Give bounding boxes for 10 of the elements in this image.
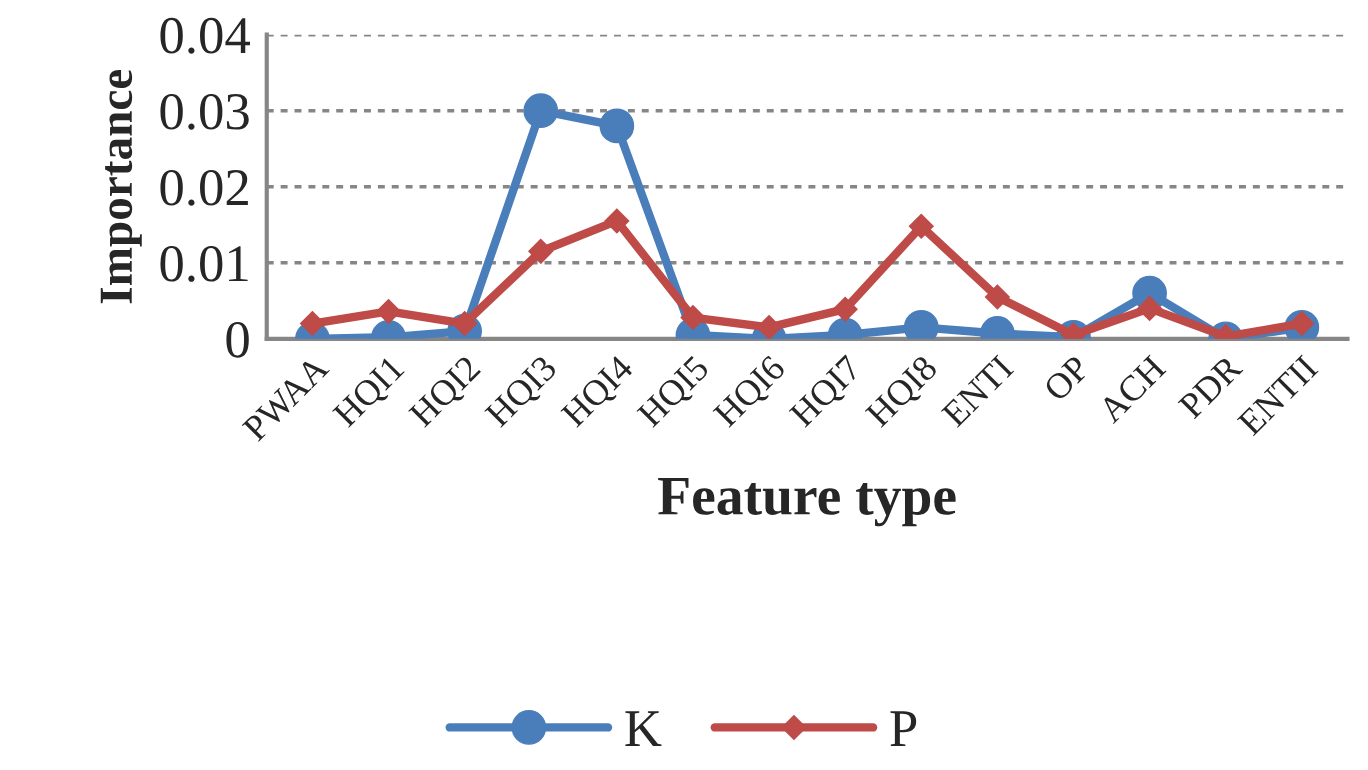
y-tick-label: 0.02: [160, 169, 248, 206]
x-axis-title: Feature type: [658, 477, 956, 527]
y-tick-label: 0.04: [160, 17, 250, 54]
y-tick-label: 0.03: [160, 93, 249, 130]
x-tick-label: OP: [1042, 354, 1091, 403]
y-axis-title: Importance: [100, 69, 142, 304]
y-tick-label: 0.01: [160, 245, 248, 282]
legend-label: P: [890, 711, 917, 746]
legend-label: K: [625, 711, 662, 746]
y-tick-label: 0: [226, 322, 249, 358]
